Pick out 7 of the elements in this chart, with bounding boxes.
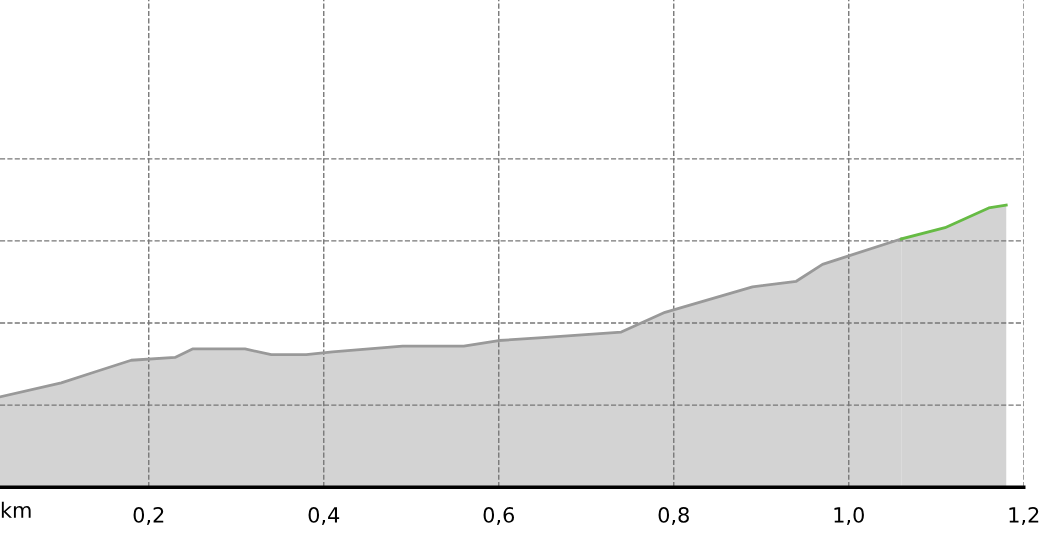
x-tick-label: 0,6 (483, 507, 514, 525)
x-tick-label: 1,0 (834, 507, 864, 525)
x-axis-title: km (1, 501, 31, 518)
x-tick-label: 1,2 (1009, 507, 1039, 525)
x-tick-label: 0,2 (133, 507, 164, 525)
x-tick-label: 0,4 (308, 507, 340, 525)
x-tick-label: 0,8 (658, 507, 689, 525)
